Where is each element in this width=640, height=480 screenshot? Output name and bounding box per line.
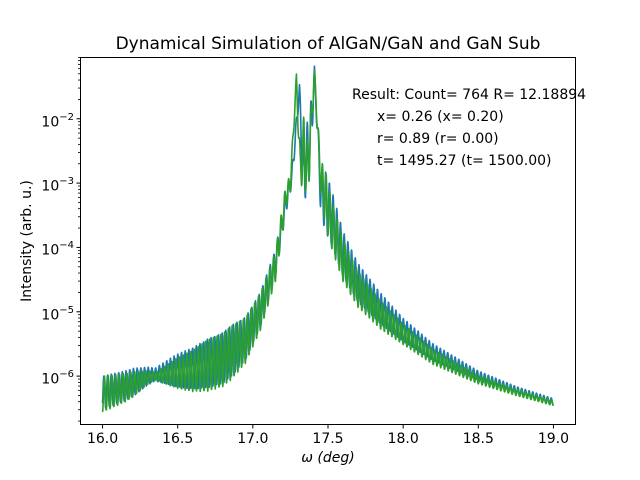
- y-tick-label: 10−5: [41, 304, 74, 324]
- y-tick-label: 10−6: [41, 369, 74, 388]
- y-tick-label: 10−2: [41, 111, 74, 131]
- axes-spines: [80, 57, 576, 425]
- x-tick-label: 16.0: [86, 431, 119, 447]
- result-annotation: Result: Count= 764 R= 12.18894 x= 0.26 (…: [352, 84, 586, 172]
- x-tick-label: 19.0: [537, 431, 570, 447]
- green-curve: [101, 69, 555, 413]
- annotation-line-r: r= 0.89 (r= 0.00): [377, 131, 499, 147]
- y-tick-label: 10−3: [41, 176, 74, 195]
- x-axis-label: ω (deg): [301, 450, 355, 466]
- y-tick-label: 10−4: [41, 240, 74, 260]
- annotation-line-t: t= 1495.27 (t= 1500.00): [377, 153, 552, 169]
- x-tick-label: 18.0: [387, 431, 419, 447]
- annotation-line-result: Result: Count= 764 R= 12.18894: [352, 87, 587, 103]
- blue-curve: [101, 65, 555, 409]
- x-tick-label: 16.5: [162, 431, 194, 447]
- chart-title: Dynamical Simulation of AlGaN/GaN and Ga…: [115, 34, 541, 54]
- annotation-line-x: x= 0.26 (x= 0.20): [377, 109, 504, 125]
- x-tick-label: 17.0: [237, 431, 269, 447]
- x-tick-label: 18.5: [462, 431, 494, 447]
- x-tick-label: 17.5: [312, 431, 344, 447]
